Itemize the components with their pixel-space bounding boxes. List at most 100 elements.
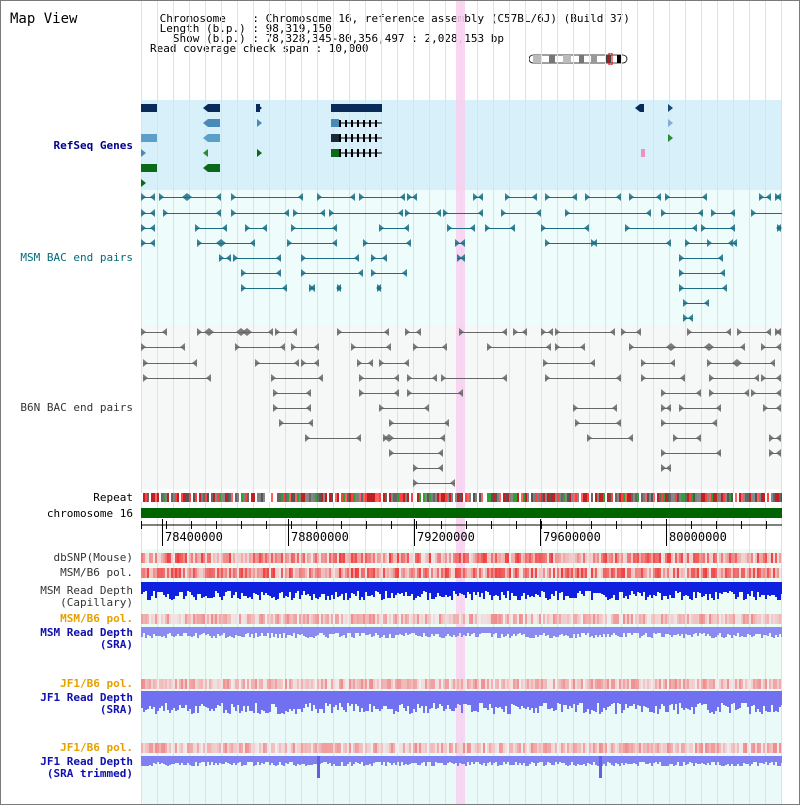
msm-depth-sra-bar xyxy=(537,627,539,637)
jf1-pol-cell xyxy=(639,679,641,689)
jf1-depth-bar xyxy=(555,691,557,710)
dbsnp-cell xyxy=(397,553,399,563)
msm-pol-sra-cell xyxy=(293,614,295,624)
msm-depth-sra-bar xyxy=(257,627,259,637)
b6n-pair-end xyxy=(707,359,712,367)
msm-pol-cell xyxy=(645,568,647,578)
msm-pol-sra-label: MSM/B6 pol. xyxy=(60,612,133,625)
msm-depth-cap-bar xyxy=(337,582,339,597)
msm-pol-sra-cell xyxy=(363,614,365,624)
msm-pol-cell xyxy=(141,568,143,578)
msm-pol-sra-cell xyxy=(159,614,161,624)
dbsnp-cell xyxy=(431,553,433,563)
msm-depth-sra-bar xyxy=(317,627,319,635)
jf1-depth-trim-bar xyxy=(737,756,739,764)
repeat-element xyxy=(421,493,423,502)
msm-pol-cell xyxy=(743,568,745,578)
dbsnp-cell xyxy=(729,553,731,563)
jf1-pol2-cell xyxy=(627,743,629,753)
jf1-pol2-cell xyxy=(265,743,267,753)
msm-depth-cap-bar xyxy=(295,582,297,593)
repeat-element xyxy=(289,493,291,502)
jf1-pol2-cell xyxy=(427,743,429,753)
jf1-pol-cell xyxy=(205,679,207,689)
jf1-depth-trim-bar xyxy=(359,756,361,764)
msm-pol-cell xyxy=(569,568,571,578)
dbsnp-cell xyxy=(291,553,293,563)
msm-depth-sra-bar xyxy=(487,627,489,633)
msm-depth-cap-bar xyxy=(605,582,607,597)
jf1-pol2-cell xyxy=(731,743,733,753)
dbsnp-cell xyxy=(223,553,225,563)
msm-depth-cap-bar xyxy=(257,582,259,595)
jf1-pol-cell xyxy=(681,679,683,689)
repeat-element xyxy=(433,493,435,502)
gene-block xyxy=(141,104,157,112)
dbsnp-cell xyxy=(221,553,223,563)
jf1-depth-bar xyxy=(267,691,269,713)
msm-depth-sra-bar xyxy=(353,627,355,638)
msm-pol-sra-cell xyxy=(571,614,573,624)
dbsnp-cell xyxy=(509,553,511,563)
jf1-depth-bar xyxy=(543,691,545,703)
genome-track-panel[interactable]: 78400000 78800000 79200000 79600000 80000000 xyxy=(141,1,782,804)
msm-pol-sra-cell xyxy=(257,614,259,624)
msm-pol-sra-cell xyxy=(405,614,407,624)
jf1-depth-bar xyxy=(551,691,553,708)
jf1-depth-bar xyxy=(231,691,233,704)
msm-pol-sra-cell xyxy=(481,614,483,624)
dbsnp-cell xyxy=(273,553,275,563)
msm-depth-sra-bar xyxy=(465,627,467,636)
msm-depth-sra-bar xyxy=(273,627,275,637)
jf1-pol-cell xyxy=(291,679,293,689)
repeat-element xyxy=(293,493,295,502)
msm-pol-sra-cell xyxy=(727,614,729,624)
b6n-pair-end xyxy=(737,328,742,336)
msm-depth-sra-bar xyxy=(395,627,397,635)
b6n-pair-end xyxy=(629,343,634,351)
chromosome-ideogram[interactable] xyxy=(529,53,629,65)
dbsnp-cell xyxy=(735,553,737,563)
jf1-depth-bar xyxy=(469,691,471,705)
refseq-genes-label: RefSeq Genes xyxy=(53,139,133,152)
msm-depth-cap-bar xyxy=(349,582,351,598)
jf1-depth-trim-bar xyxy=(685,756,687,765)
msm-pol-cell xyxy=(217,568,219,578)
b6n-pair-end xyxy=(314,359,319,367)
jf1-pol-cell xyxy=(645,679,647,689)
msm-depth-cap-bar xyxy=(669,582,671,595)
jf1-depth-bar xyxy=(485,691,487,708)
msm-depth-sra-bar xyxy=(443,627,445,638)
msm-pol-sra-cell xyxy=(355,614,357,624)
msm-pol-cell xyxy=(145,568,147,578)
repeat-element xyxy=(687,493,689,502)
msm-depth-cap-bar xyxy=(443,582,445,597)
jf1-pol2-cell xyxy=(531,743,533,753)
dbsnp-cell xyxy=(171,553,173,563)
jf1-pol-cell xyxy=(567,679,569,689)
msm-depth-cap-bar xyxy=(357,582,359,591)
msm-depth-sra-bar xyxy=(727,627,729,634)
msm-pol-cell xyxy=(325,568,327,578)
repeat-element xyxy=(349,493,351,502)
msm-pol-sra-cell xyxy=(317,614,319,624)
jf1-pol2-cell xyxy=(467,743,469,753)
msm-pol-cell xyxy=(207,568,209,578)
msm-pol-sra-cell xyxy=(297,614,299,624)
msm-pol-cell xyxy=(527,568,529,578)
repeat-element xyxy=(589,493,591,502)
msm-pol-sra-cell xyxy=(247,614,249,624)
msm-pol-cell xyxy=(161,568,163,578)
jf1-pol2-cell xyxy=(761,743,763,753)
msm-depth-sra-bar xyxy=(291,627,293,636)
jf1-depth-bar xyxy=(439,691,441,704)
b6n-pair-end xyxy=(318,374,323,382)
msm-pair-end xyxy=(216,193,221,201)
dbsnp-cell xyxy=(613,553,615,563)
msm-pol-cell xyxy=(215,568,217,578)
msm-depth-cap-bar xyxy=(599,582,601,593)
jf1-pol2-cell xyxy=(279,743,281,753)
msm-pol-cell xyxy=(455,568,457,578)
jf1-depth-trim-bar xyxy=(157,756,159,762)
jf1-pol-cell xyxy=(665,679,667,689)
